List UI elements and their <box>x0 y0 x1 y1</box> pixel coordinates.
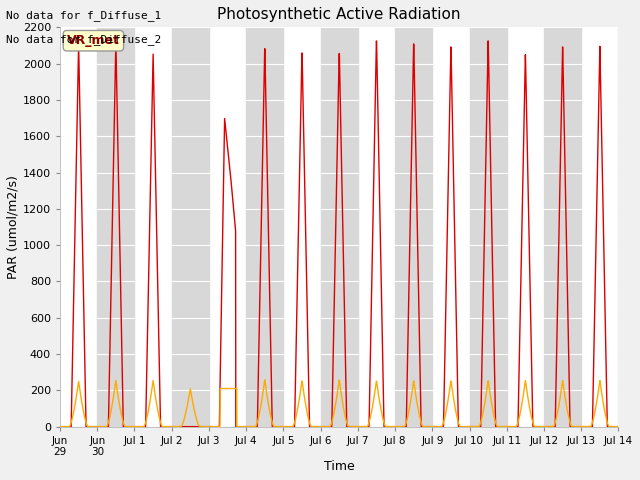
Bar <box>321 27 358 427</box>
Bar <box>544 27 581 427</box>
Bar <box>172 27 209 427</box>
Y-axis label: PAR (umol/m2/s): PAR (umol/m2/s) <box>7 175 20 279</box>
Text: No data for f_Diffuse_1: No data for f_Diffuse_1 <box>6 10 162 21</box>
Text: No data for f_Diffuse_2: No data for f_Diffuse_2 <box>6 34 162 45</box>
X-axis label: Time: Time <box>324 460 355 473</box>
Text: VR_met: VR_met <box>67 34 120 47</box>
Bar <box>246 27 284 427</box>
Bar <box>395 27 433 427</box>
Bar <box>97 27 134 427</box>
Title: Photosynthetic Active Radiation: Photosynthetic Active Radiation <box>218 7 461 22</box>
Bar <box>470 27 507 427</box>
Bar <box>618 27 640 427</box>
